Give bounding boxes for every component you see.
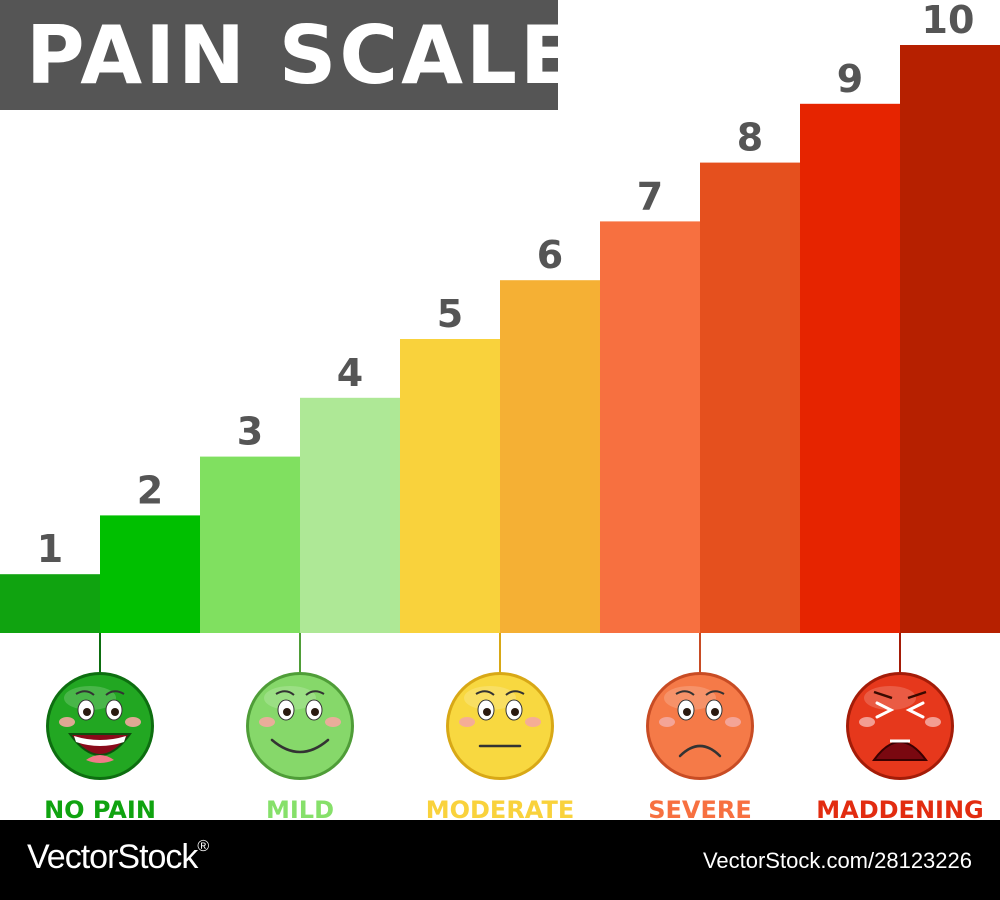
bar-8 bbox=[700, 162, 801, 633]
bar-label-7: 7 bbox=[637, 174, 663, 218]
bar-label-8: 8 bbox=[737, 116, 763, 160]
bar-label-5: 5 bbox=[437, 292, 463, 336]
bar-label-6: 6 bbox=[537, 233, 563, 277]
watermark-brand: VectorStock® bbox=[27, 838, 209, 876]
level-label-mild: MILD bbox=[266, 796, 334, 820]
bar-10 bbox=[900, 45, 1000, 633]
face-maddening-icon bbox=[846, 672, 954, 780]
bar-3 bbox=[200, 456, 301, 633]
bar-1 bbox=[0, 574, 101, 633]
face-no-pain-icon bbox=[46, 672, 154, 780]
watermark-footer: VectorStock® VectorStock.com/28123226 bbox=[0, 820, 1000, 900]
chart-title: PAIN SCALE bbox=[26, 9, 578, 102]
bar-label-3: 3 bbox=[237, 410, 263, 454]
bar-5 bbox=[400, 339, 501, 633]
bar-label-4: 4 bbox=[337, 351, 363, 395]
title-banner: PAIN SCALE bbox=[0, 0, 575, 110]
bar-4 bbox=[300, 397, 401, 633]
face-moderate-icon bbox=[446, 672, 554, 780]
face-severe-icon bbox=[646, 672, 754, 780]
bar-label-9: 9 bbox=[837, 57, 863, 101]
bar-label-2: 2 bbox=[137, 468, 163, 512]
level-label-maddening: MADDENING bbox=[816, 796, 984, 820]
pain-scale-chart: 1 2 3 4 5 6 7 8 9 10 NO PAIN MILD MODERATE SEVERE MAD… bbox=[0, 0, 1000, 820]
bar-9 bbox=[800, 103, 901, 634]
level-label-no-pain: NO PAIN bbox=[44, 796, 156, 820]
bar-7 bbox=[600, 221, 701, 633]
level-label-severe: SEVERE bbox=[648, 796, 752, 820]
watermark-id: VectorStock.com/28123226 bbox=[702, 848, 972, 873]
bar-6 bbox=[500, 280, 601, 633]
bar-label-1: 1 bbox=[37, 527, 63, 571]
level-label-moderate: MODERATE bbox=[426, 796, 575, 820]
face-mild-icon bbox=[246, 672, 354, 780]
bar-label-10: 10 bbox=[922, 0, 975, 42]
bar-2 bbox=[100, 515, 201, 633]
